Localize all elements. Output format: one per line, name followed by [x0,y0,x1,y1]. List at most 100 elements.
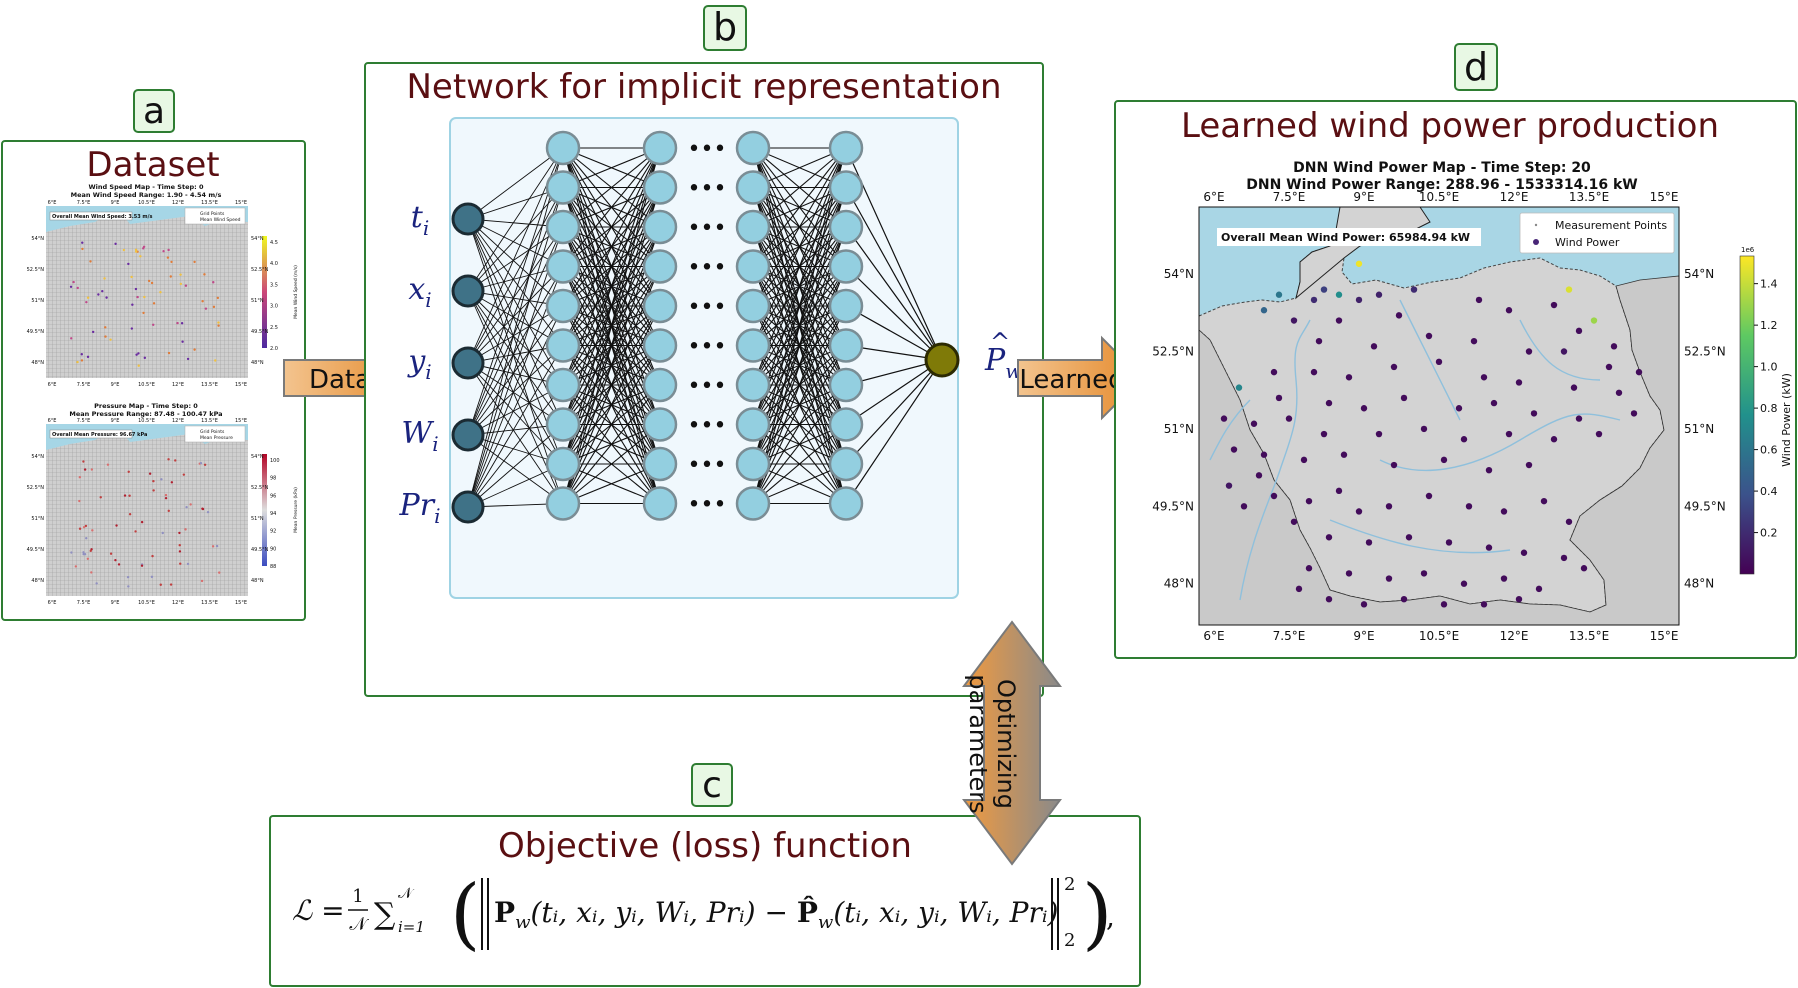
mini-map-dot [122,248,126,252]
panel-a-title: Dataset [86,145,219,185]
wind-power-point [1460,436,1468,443]
wind-power-point [1260,451,1268,458]
mini-wind-lon-ticks-top: 6°E 7.5°E 9°E 10.5°E 12°E 13.5°E 15°E [48,200,247,206]
x-tick-bottom: 9°E [1353,629,1374,643]
y-tick-right: 49.5°N [1684,499,1726,513]
mini-map-dot [152,323,155,327]
mini-lon-tick-bottom: 13.5°E [201,382,218,388]
mini-wind-box-text: Overall Mean Wind Speed: 3.53 m/s [52,214,152,220]
mini-map-dot [82,460,85,463]
mini-pressure-lon-ticks-top: 6°E 7.5°E 9°E 10.5°E 12°E 13.5°E 15°E [48,418,247,424]
mini-pressure-cbar-label: Mean Pressure (kPa) [293,487,299,533]
mini-wind-cbar-label: Mean Wind Speed (m/s) [293,265,299,319]
panel-d-badge [1454,43,1498,91]
mini-map-dot [182,473,186,476]
mini-pressure-colorbar [262,454,267,566]
output-label-base: P [984,343,1006,378]
mini-cbar-tick: 2.0 [270,346,278,352]
mini-cbar-tick: 98 [270,476,276,482]
mini-pressure-box-text: Overall Mean Pressure: 96.67 kPa [52,432,147,438]
hidden-neuron-2-10 [642,486,678,521]
wind-power-point [1400,394,1408,402]
mini-map-dot [130,275,133,279]
mini-map-dot [159,291,162,294]
panel-d: d Learned wind power production DNN Wind… [1114,43,1797,659]
hidden-neuron-2-9 [642,446,678,482]
mini-cbar-tick: 94 [270,511,276,517]
mini-map-dot [83,468,87,471]
chart-plot-frame [1198,206,1680,626]
x-tick-top: 6°E [1203,190,1224,204]
mini-map-dot [150,281,154,285]
mini-lat-tick-right: 49.5°N [251,329,269,335]
mini-map-dot [170,260,173,264]
wind-power-point [1400,595,1408,603]
mini-lon-tick-bottom: 15°E [235,600,247,606]
wind-power-point [1405,534,1413,541]
hidden-neuron-2-4 [642,249,678,284]
loss-norm-sub: 2 [1064,930,1075,951]
mini-map-dot [127,262,130,266]
mini-lon-tick-top: 9°E [111,200,120,206]
mini-wind-box [49,211,133,221]
wind-power-point [1425,492,1433,500]
mini-map-dot [104,326,107,329]
wind-power-point [1285,415,1293,422]
wind-power-point [1345,570,1353,577]
input-neuron-3 [451,346,485,380]
wind-power-point [1425,332,1433,340]
wind-power-point [1250,420,1258,427]
x-tick-bottom: 10.5°E [1419,629,1459,643]
hidden-neuron-4-3 [828,209,864,245]
mini-lon-tick-bottom: 6°E [48,382,57,388]
panel-a-badge-label: a [143,91,165,132]
wind-power-point [1605,363,1613,371]
x-tick-bottom: 13.5°E [1569,629,1609,643]
mini-lon-tick-bottom: 15°E [235,382,247,388]
panel-d-title: Learned wind power production [1181,106,1719,146]
loss-sum-bot: i=1 [398,918,425,936]
y-tick-right: 51°N [1684,422,1714,436]
panel-c: c Objective (loss) function ℒ = 1 𝒩 ∑ 𝒩 … [269,763,1141,987]
input-neuron-4 [451,418,485,452]
hidden-neuron-3-9 [735,446,771,482]
hidden-neuron-4-8 [828,407,864,442]
mini-map-dot [84,524,88,528]
mini-map-dot [212,305,216,309]
hidden-neuron-1-1 [545,130,581,166]
mini-pressure-subtitle: Mean Pressure Range: 87.48 - 100.47 kPa [69,410,222,418]
wind-power-point [1520,549,1528,556]
mini-map-dot [161,531,164,535]
mini-map-dot [114,558,117,562]
network-ellipses: ••• ••• ••• ••• ••• ••• ••• ••• ••• ••• [688,137,727,518]
mini-map-dot [137,364,140,367]
mini-lat-tick-right: 52.5°N [251,485,269,491]
mini-lat-tick-left: 54°N [31,236,44,242]
panel-a-badge [133,89,175,133]
y-tick-left: 48°N [1164,577,1194,591]
mini-lon-tick-top: 7.5°E [77,200,91,206]
mini-map-dot [69,285,73,288]
mini-map-dot [167,458,170,461]
wind-power-point [1305,565,1313,572]
mini-map-dot [201,299,204,303]
wind-power-chart: DNN Wind Power Map - Time Step: 20 DNN W… [1152,160,1793,643]
wind-power-point [1220,415,1228,422]
panel-c-badge-label: c [702,765,722,806]
optimizing-label-2: parameters [964,674,992,813]
hidden-neuron-2-2 [642,170,678,205]
panel-b-title: Network for implicit representation [407,67,1002,107]
mini-wind-title: Wind Speed Map - Time Step: 0 [88,183,204,191]
mini-map-dot [184,284,188,287]
ellipsis-8: ••• [688,414,727,439]
mini-map-dot [70,337,73,340]
panel-b: b Network for implicit representation ti… [364,5,1044,697]
colorbar-tick-label: 1.4 [1760,278,1778,291]
output-label-hat: ^ [990,328,1010,356]
mini-map-dot [184,528,187,531]
mini-map-dot [181,340,184,343]
mini-map-dot [178,550,182,553]
y-tick-left: 52.5°N [1152,344,1194,358]
mini-pressure-legend-1: Grid Points [200,429,225,435]
mini-map-dot [206,510,210,514]
